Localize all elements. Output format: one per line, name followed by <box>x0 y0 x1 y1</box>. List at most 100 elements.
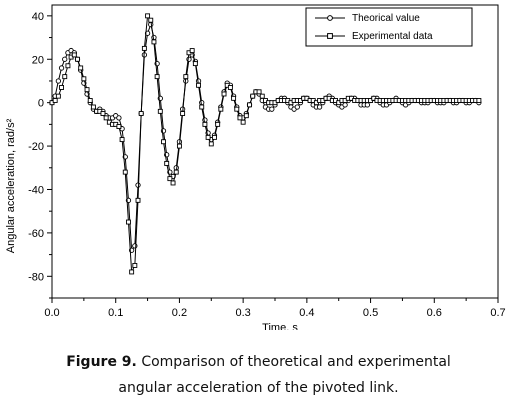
legend-marker-experimental <box>327 33 333 39</box>
x-axis-title: Time, s <box>262 322 298 330</box>
data-point <box>161 139 166 145</box>
data-point <box>164 160 170 166</box>
data-point <box>135 197 141 203</box>
data-point <box>247 102 252 108</box>
legend-marker-theorical <box>327 15 333 21</box>
x-tick-label: 0.5 <box>363 307 378 319</box>
data-point <box>78 65 84 71</box>
data-point <box>215 121 221 127</box>
x-tick-label: 0.4 <box>299 307 314 319</box>
data-point <box>90 104 96 110</box>
plot-frame <box>51 4 499 299</box>
data-point <box>234 106 240 112</box>
data-point <box>237 115 243 121</box>
caption-line-2: angular acceleration of the pivoted link… <box>118 380 399 396</box>
x-tick-label: 0.6 <box>427 307 442 319</box>
data-point <box>59 85 65 90</box>
data-point <box>116 115 122 121</box>
y-tick-label: -60 <box>28 228 44 240</box>
data-point <box>221 91 227 97</box>
data-point <box>256 89 262 95</box>
data-point <box>157 108 163 114</box>
data-point <box>122 169 128 175</box>
data-point <box>75 56 80 62</box>
legend-label-theorical: Theorical value <box>352 13 420 24</box>
y-tick-label: 20 <box>32 54 44 66</box>
data-point <box>250 93 256 99</box>
data-point <box>129 269 135 275</box>
data-point <box>212 134 217 140</box>
data-point <box>269 106 275 112</box>
y-tick-label: 40 <box>32 11 44 23</box>
series-line <box>51 22 480 252</box>
series-layer <box>49 13 482 275</box>
chart: 0.0 0.1 0.2 0.3 0.4 0.5 0.6 0.7 -80 -60 -40 -20 0 20… <box>5 4 506 330</box>
data-point <box>119 137 125 143</box>
data-point <box>151 39 157 45</box>
legend-label-experimental: Experimental data <box>352 31 433 42</box>
data-point <box>476 98 482 103</box>
series-theorical-value <box>49 21 482 253</box>
data-point <box>316 104 323 110</box>
x-axis: 0.0 0.1 0.2 0.3 0.4 0.5 0.6 0.7 <box>44 298 506 319</box>
data-point <box>227 85 233 90</box>
data-point <box>183 74 189 80</box>
data-point <box>218 106 224 112</box>
y-tick-label: -20 <box>28 141 44 153</box>
y-axis-title: Angular acceleration, rad/s² <box>5 118 17 253</box>
data-point <box>84 87 90 93</box>
y-tick-label: -80 <box>28 271 44 283</box>
data-point <box>192 61 198 67</box>
y-tick-label: -40 <box>28 184 44 196</box>
data-point <box>103 115 109 121</box>
data-point <box>62 56 68 62</box>
data-point <box>176 143 182 149</box>
figure-caption: Figure 9. Comparison of theoretical and … <box>0 354 517 370</box>
data-point <box>58 65 65 71</box>
data-point <box>71 52 77 58</box>
figure-caption-continued: angular acceleration of the pivoted link… <box>0 380 517 396</box>
data-point <box>196 82 201 88</box>
data-point <box>202 121 208 127</box>
data-point <box>87 98 93 103</box>
x-tick-label: 0.2 <box>172 307 187 319</box>
figure-label: Figure 9. <box>66 354 137 370</box>
y-tick-label: 0 <box>38 98 44 110</box>
data-point <box>65 63 71 69</box>
data-point <box>145 13 151 19</box>
data-point <box>364 102 371 108</box>
x-tick-label: 0.1 <box>108 307 123 319</box>
x-tick-label: 0.7 <box>490 307 505 319</box>
data-point <box>52 98 58 103</box>
data-point <box>259 93 265 99</box>
data-point <box>100 111 106 116</box>
data-point <box>132 262 138 268</box>
data-point <box>148 17 154 23</box>
data-point <box>170 180 176 186</box>
data-point <box>167 176 173 182</box>
data-point <box>205 134 211 140</box>
data-point <box>141 45 147 51</box>
data-point <box>231 95 237 101</box>
data-point <box>81 76 87 82</box>
series-experimental-data <box>49 13 482 275</box>
data-point <box>199 104 205 110</box>
data-point <box>208 141 214 147</box>
data-point <box>189 48 195 54</box>
data-point <box>55 93 61 99</box>
data-point <box>132 243 138 249</box>
x-tick-label: 0.3 <box>235 307 250 319</box>
caption-line-1: Comparison of theoretical and experiment… <box>141 354 451 370</box>
data-point <box>138 111 144 116</box>
series-line <box>51 14 479 274</box>
data-point <box>180 111 186 116</box>
y-axis: -80 -60 -40 -20 0 20 40 <box>28 11 52 299</box>
legend-box <box>305 7 473 47</box>
data-point <box>294 104 300 110</box>
data-point <box>62 74 68 80</box>
data-point <box>126 219 131 225</box>
data-point <box>342 102 348 108</box>
data-point <box>154 74 160 80</box>
data-point <box>240 119 246 125</box>
x-tick-label: 0.0 <box>44 307 59 319</box>
